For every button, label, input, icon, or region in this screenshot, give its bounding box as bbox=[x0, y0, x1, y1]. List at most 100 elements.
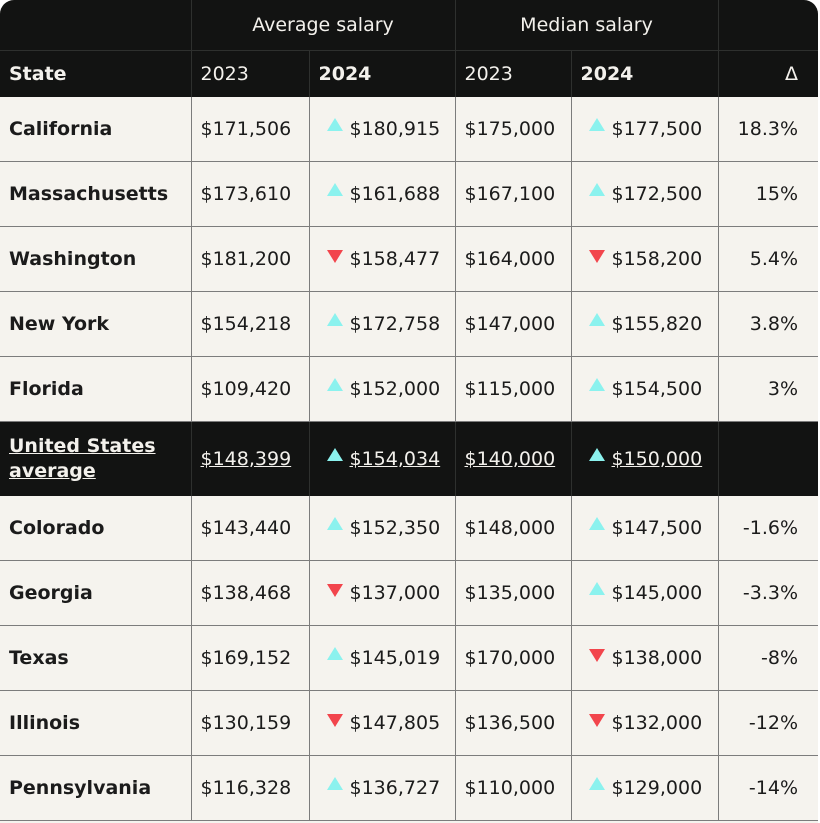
cell-state: California bbox=[0, 97, 191, 162]
cell-delta: -3.3% bbox=[717, 560, 818, 626]
table-row-us-average: United States average $148,399 $154,034 $14… bbox=[0, 421, 818, 496]
cell-median-2024-value: $138,000 bbox=[611, 647, 703, 669]
trend-up-icon bbox=[326, 517, 343, 530]
cell-delta: 5.4% bbox=[717, 226, 818, 292]
cell-avg-2024-value: $145,019 bbox=[349, 647, 441, 669]
cell-median-2023: $167,100 bbox=[454, 161, 571, 227]
cell-avg-2024: $161,688 bbox=[308, 161, 455, 227]
table-row: Washington $181,200 $158,477 $164,000 $158,2… bbox=[0, 226, 818, 292]
trend-up-icon bbox=[326, 313, 343, 326]
cell-avg-2023: $109,420 bbox=[190, 356, 309, 422]
cell-median-2023: $164,000 bbox=[454, 226, 571, 292]
cell-median-2024-value: $155,820 bbox=[611, 313, 703, 335]
trend-up-icon bbox=[588, 582, 605, 595]
trend-up-icon bbox=[588, 517, 605, 530]
group-header-median: Median salary bbox=[454, 0, 719, 51]
trend-up-icon bbox=[588, 313, 605, 326]
cell-delta: 18.3% bbox=[717, 97, 818, 162]
column-header-avg-2024[interactable]: 2024 bbox=[308, 50, 455, 97]
column-header-median-2023[interactable]: 2023 bbox=[454, 50, 571, 97]
cell-median-2024: $129,000 bbox=[570, 755, 719, 821]
trend-up-icon bbox=[326, 647, 343, 660]
cell-state: Massachusetts bbox=[0, 161, 191, 227]
cell-delta[interactable] bbox=[717, 421, 818, 496]
cell-median-2023: $170,000 bbox=[454, 625, 571, 691]
trend-up-icon bbox=[326, 378, 343, 391]
cell-state[interactable]: United States average bbox=[0, 421, 191, 496]
cell-avg-2023: $130,159 bbox=[190, 690, 309, 756]
cell-avg-2024-value: $152,000 bbox=[349, 378, 441, 400]
column-header-avg-2023[interactable]: 2023 bbox=[190, 50, 309, 97]
trend-up-icon bbox=[588, 183, 605, 196]
cell-delta: 3.8% bbox=[717, 291, 818, 357]
cell-delta: -1.6% bbox=[717, 496, 818, 561]
table-row: Texas $169,152 $145,019 $170,000 $138,000 -8% bbox=[0, 625, 818, 691]
cell-avg-2024-value: $147,805 bbox=[349, 712, 441, 734]
column-header-row: State 2023 2024 2023 2024 Δ bbox=[0, 50, 818, 97]
cell-avg-2024-value: $154,034 bbox=[349, 448, 441, 470]
cell-avg-2024-value: $161,688 bbox=[349, 183, 441, 205]
cell-avg-2024: $180,915 bbox=[308, 97, 455, 162]
column-header-delta[interactable]: Δ bbox=[717, 50, 818, 97]
cell-avg-2023[interactable]: $148,399 bbox=[190, 421, 309, 496]
cell-state: Colorado bbox=[0, 496, 191, 561]
group-header-row: Average salary Median salary bbox=[0, 0, 818, 51]
cell-avg-2023: $154,218 bbox=[190, 291, 309, 357]
cell-avg-2024: $152,000 bbox=[308, 356, 455, 422]
cell-avg-2024: $137,000 bbox=[308, 560, 455, 626]
table-row: Georgia $138,468 $137,000 $135,000 $145,000-… bbox=[0, 560, 818, 626]
cell-median-2024-value: $158,200 bbox=[611, 248, 703, 270]
cell-state: Washington bbox=[0, 226, 191, 292]
cell-median-2023: $136,500 bbox=[454, 690, 571, 756]
cell-avg-2023: $169,152 bbox=[190, 625, 309, 691]
cell-avg-2023: $143,440 bbox=[190, 496, 309, 561]
cell-avg-2024-value: $137,000 bbox=[349, 582, 441, 604]
cell-avg-2024: $136,727 bbox=[308, 755, 455, 821]
cell-avg-2023: $138,468 bbox=[190, 560, 309, 626]
cell-median-2024-value: $177,500 bbox=[611, 118, 703, 140]
cell-median-2023: $175,000 bbox=[454, 97, 571, 162]
cell-state: Pennsylvania bbox=[0, 755, 191, 821]
cell-avg-2024: $145,019 bbox=[308, 625, 455, 691]
trend-down-icon bbox=[326, 714, 343, 727]
cell-median-2024: $155,820 bbox=[570, 291, 719, 357]
cell-median-2024: $158,200 bbox=[570, 226, 719, 292]
table-row: California $171,506 $180,915 $175,000 $177,5… bbox=[0, 97, 818, 162]
trend-down-icon bbox=[326, 250, 343, 263]
cell-state: Georgia bbox=[0, 560, 191, 626]
cell-avg-2024: $152,350 bbox=[308, 496, 455, 561]
cell-delta: 3% bbox=[717, 356, 818, 422]
cell-delta: -14% bbox=[717, 755, 818, 821]
cell-avg-2024-value: $152,350 bbox=[349, 517, 441, 539]
table-body: California $171,506 $180,915 $175,000 $177,5… bbox=[0, 97, 818, 821]
trend-up-icon bbox=[588, 118, 605, 131]
cell-state: Illinois bbox=[0, 690, 191, 756]
cell-avg-2023: $181,200 bbox=[190, 226, 309, 292]
column-header-state[interactable]: State bbox=[0, 50, 191, 97]
cell-avg-2023: $116,328 bbox=[190, 755, 309, 821]
group-header-average: Average salary bbox=[190, 0, 455, 51]
bottom-fade bbox=[0, 821, 818, 823]
cell-median-2024-value: $172,500 bbox=[611, 183, 703, 205]
trend-down-icon bbox=[326, 584, 343, 597]
table-row: New York $154,218 $172,758 $147,000 $155,820… bbox=[0, 291, 818, 357]
trend-up-icon bbox=[326, 777, 343, 790]
cell-avg-2024: $147,805 bbox=[308, 690, 455, 756]
cell-median-2024: $145,000 bbox=[570, 560, 719, 626]
cell-median-2023[interactable]: $140,000 bbox=[454, 421, 571, 496]
column-header-median-2024[interactable]: 2024 bbox=[570, 50, 719, 97]
cell-median-2023: $110,000 bbox=[454, 755, 571, 821]
cell-avg-2023: $173,610 bbox=[190, 161, 309, 227]
trend-up-icon bbox=[588, 777, 605, 790]
cell-delta: 15% bbox=[717, 161, 818, 227]
cell-median-2024-value: $154,500 bbox=[611, 378, 703, 400]
cell-avg-2024[interactable]: $154,034 bbox=[308, 421, 455, 496]
cell-median-2024: $138,000 bbox=[570, 625, 719, 691]
trend-down-icon bbox=[588, 649, 605, 662]
trend-up-icon bbox=[326, 183, 343, 196]
cell-median-2024[interactable]: $150,000 bbox=[570, 421, 719, 496]
table-row: Massachusetts $173,610 $161,688 $167,100 $17… bbox=[0, 161, 818, 227]
cell-median-2023: $147,000 bbox=[454, 291, 571, 357]
trend-up-icon bbox=[588, 378, 605, 391]
